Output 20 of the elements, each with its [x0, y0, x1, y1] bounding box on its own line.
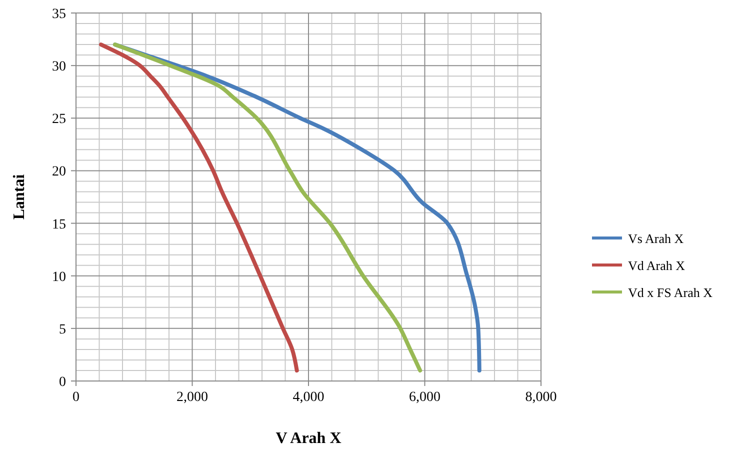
legend-label: Vd Arah X [628, 258, 686, 273]
y-tick-label: 5 [59, 322, 66, 338]
y-tick-label: 35 [52, 7, 66, 22]
x-tick-label: 0 [72, 390, 80, 405]
y-tick-label: 30 [52, 60, 66, 75]
y-tick-label: 20 [52, 164, 66, 180]
y-tick-label: 25 [52, 112, 66, 128]
x-tick-label: 6,000 [409, 390, 440, 405]
x-axis-title: V Arah X [276, 430, 342, 447]
x-tick-label: 2,000 [176, 390, 208, 405]
y-tick-label: 15 [52, 217, 66, 232]
y-axis-title: Lantai [11, 174, 28, 220]
legend-label: Vd x FS Arah X [628, 285, 714, 300]
y-tick-label: 10 [52, 270, 66, 285]
line-series [98, 42, 299, 372]
legend-label: Vs Arah X [628, 231, 684, 246]
x-tick-label: 4,000 [292, 390, 324, 405]
line-series [112, 42, 422, 372]
y-tick-label: 0 [59, 375, 66, 390]
x-tick-label: 8,000 [525, 390, 557, 405]
